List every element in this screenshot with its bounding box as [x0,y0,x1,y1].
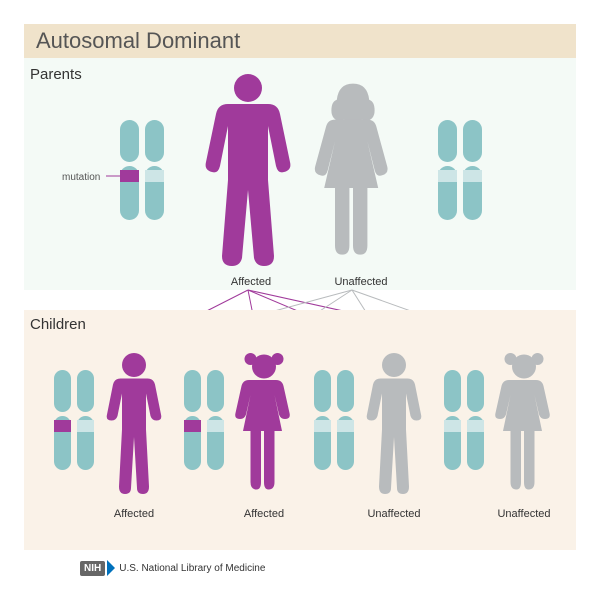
child-1-silhouette [234,350,294,500]
child-2-chromosomes [314,370,354,475]
father-status: Affected [216,276,286,288]
mother-chromosomes [438,120,482,225]
mother-status: Unaffected [326,276,396,288]
child-2-silhouette [364,350,424,500]
father-silhouette [198,70,298,270]
chevron-icon [107,560,115,576]
child-1-chromosomes [184,370,224,475]
footer-org: U.S. National Library of Medicine [119,563,265,574]
title-bar: Autosomal Dominant [24,24,576,58]
nih-badge: NIH [80,561,105,576]
child-3-status: Unaffected [489,508,559,520]
child-0-status: Affected [99,508,169,520]
children-label: Children [30,316,86,333]
child-0-chromosomes [54,370,94,475]
child-3-chromosomes [444,370,484,475]
mother-silhouette [308,70,398,270]
mutation-label: mutation [62,172,100,183]
child-0-silhouette [104,350,164,500]
child-2-status: Unaffected [359,508,429,520]
title-text: Autosomal Dominant [36,28,240,53]
father-chromosomes [120,120,164,225]
child-3-silhouette [494,350,554,500]
parents-section-bg [24,58,576,290]
parents-label: Parents [30,66,82,83]
footer: NIH U.S. National Library of Medicine [80,560,265,576]
child-1-status: Affected [229,508,299,520]
diagram-canvas: Autosomal Dominant Parents mutation Affe… [0,0,600,600]
